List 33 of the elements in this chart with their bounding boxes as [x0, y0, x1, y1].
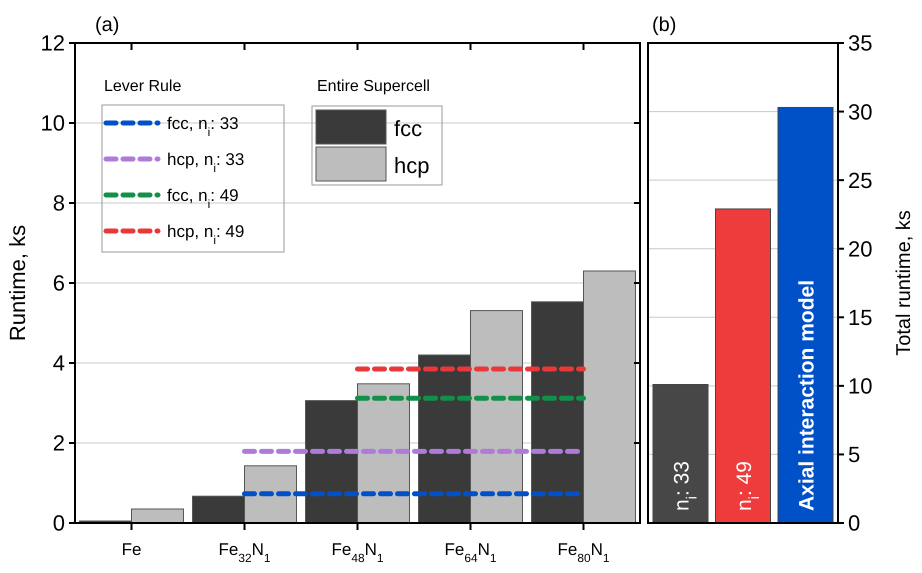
- y-tick-label: 0: [52, 510, 65, 536]
- y-tick-label: 2: [52, 430, 65, 456]
- y-tick-label: 8: [52, 190, 65, 216]
- y2-tick-label: 30: [848, 99, 872, 124]
- legend-label: hcp: [394, 153, 430, 178]
- legend-label: hcp, n$_{i}$: 49: [167, 222, 244, 247]
- y2-axis-title: Total runtime, ks: [893, 210, 915, 356]
- annotation: Entire Supercell: [317, 78, 430, 95]
- legend-label: fcc, n$_{i}$: 33: [167, 114, 239, 139]
- x-tick-label: Fe: [122, 540, 142, 559]
- y2-tick-label: 25: [848, 168, 872, 193]
- legend-label: hcp, n$_{i}$: 33: [167, 150, 244, 175]
- y2-tick-label: 35: [848, 30, 872, 56]
- chart-title: (b): [652, 14, 676, 36]
- y2-tick-label: 15: [848, 304, 872, 330]
- y2-tick-label: 10: [848, 374, 872, 399]
- y-tick-label: 10: [40, 110, 65, 136]
- y-tick-label: 12: [40, 30, 65, 56]
- x-tick-label: Fe$_{64}$N$_{1}$: [444, 540, 497, 565]
- y2-tick-label: 5: [848, 442, 860, 468]
- legend-label: fcc: [394, 116, 422, 141]
- y2-tick-label: 20: [848, 236, 872, 262]
- x-tick-label: Fe$_{32}$N$_{1}$: [218, 540, 271, 565]
- x-tick-label: Fe$_{80}$N$_{1}$: [558, 540, 610, 565]
- y-tick-label: 6: [52, 270, 65, 296]
- y-tick-label: 4: [52, 350, 65, 376]
- legend-title: Lever Rule: [104, 78, 182, 95]
- x-tick-label: Fe$_{48}$N$_{1}$: [332, 540, 384, 565]
- y2-tick-label: 0: [848, 510, 860, 536]
- legend-label: fcc, n$_{i}$: 49: [167, 186, 239, 211]
- x-tick-label: Axial interaction model: [796, 280, 818, 511]
- chart-title: (a): [95, 14, 120, 36]
- y-axis-title: Runtime, ks: [5, 224, 30, 342]
